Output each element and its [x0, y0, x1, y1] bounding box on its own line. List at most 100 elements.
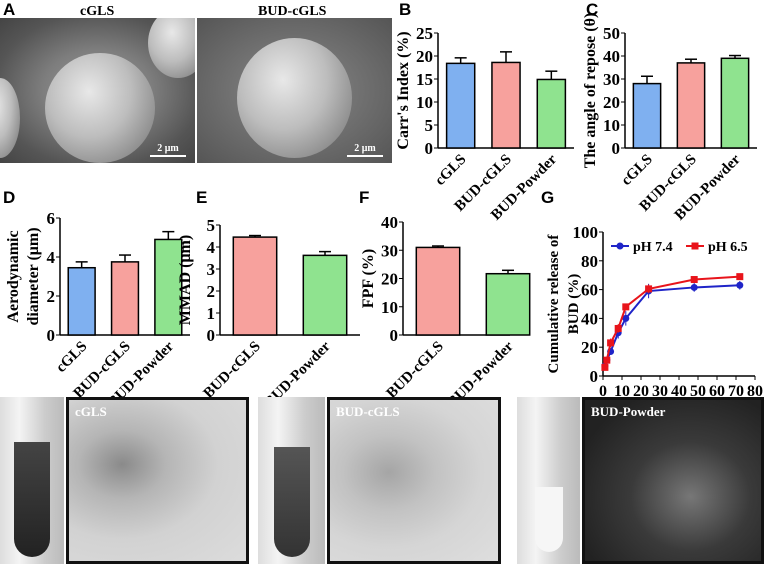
sem-image-bud-cgls: 2 μm: [197, 18, 392, 163]
tube-content: [14, 442, 50, 557]
x-tick-label: 30: [652, 383, 668, 400]
data-point: [736, 273, 744, 281]
y-tick-label: 15: [416, 70, 433, 89]
y-tick-label: 0: [47, 326, 56, 345]
y-tick-label: 3: [207, 260, 216, 279]
y-tick-label: 0: [207, 326, 216, 345]
y-tick-label: 4: [207, 238, 216, 257]
x-tick-label: 50: [690, 383, 706, 400]
x-tick-label: 20: [633, 383, 649, 400]
y-tick-label: 2: [47, 287, 56, 306]
y-tick-label: 0: [590, 367, 599, 386]
y-tick-label: 50: [603, 24, 620, 43]
panel-label-e: E: [196, 188, 208, 207]
data-point: [607, 339, 615, 347]
data-point: [614, 324, 622, 332]
panel-label-b: B: [399, 0, 412, 19]
bar-bud-powder: [536, 78, 567, 149]
x-tick-label: cGLS: [432, 152, 469, 189]
series-line: [603, 284, 740, 367]
tube-photo: [0, 397, 64, 564]
y-axis-label: FPF (%): [360, 249, 377, 308]
bar-cgls: [445, 62, 476, 149]
x-tick-label: cGLS: [619, 152, 656, 189]
x-tick-label: 0: [599, 383, 607, 400]
y-tick-label: 5: [207, 216, 216, 235]
y-tick-label: 20: [416, 47, 433, 66]
y-tick-label: 10: [603, 116, 620, 135]
data-point: [622, 303, 630, 311]
photo-title: BUD-Powder: [591, 404, 666, 419]
y-tick-label: 0: [425, 139, 434, 158]
bar-bud-powder: [302, 254, 348, 336]
data-point: [690, 283, 698, 291]
bar-cgls: [632, 82, 662, 149]
x-tick-label: 40: [671, 383, 687, 400]
data-point: [601, 363, 609, 371]
y-tick-label: 10: [416, 93, 433, 112]
image-title: cGLS: [80, 4, 115, 19]
bar-bud-cgls: [676, 62, 706, 149]
sem-image-cglsl: 2 μm: [0, 18, 195, 163]
x-tick-label: 10: [614, 383, 630, 400]
y-tick-label: 20: [581, 338, 598, 357]
particle: [0, 78, 20, 158]
y-tick-label: 4: [47, 248, 56, 267]
tube-photo: [258, 397, 325, 564]
spray-photo-bud-cgls: BUD-cGLS: [327, 397, 501, 564]
y-tick-label: 40: [581, 309, 598, 328]
spray-photo-bud-powder: BUD-Powder: [582, 397, 764, 564]
data-point: [603, 356, 611, 364]
y-tick-label: 100: [573, 223, 599, 242]
bar-cgls: [67, 266, 96, 336]
panel-label-g: G: [541, 188, 555, 207]
y-tick-label: 5: [425, 116, 434, 135]
scale-bar: 2 μm: [150, 143, 186, 157]
y-axis-label: Cumulative release of: [546, 234, 562, 374]
y-tick-label: 80: [581, 252, 598, 271]
y-tick-label: 20: [603, 93, 620, 112]
legend-label: pH 6.5: [708, 240, 748, 255]
x-tick-label: 60: [709, 383, 725, 400]
tube-content: [274, 447, 310, 557]
bar-bud-powder: [485, 272, 531, 336]
particle: [237, 38, 352, 158]
bar-bud-cgls: [415, 246, 461, 336]
data-point: [645, 285, 653, 293]
y-tick-label: 1: [207, 304, 216, 323]
bar-bud-cgls: [110, 261, 140, 336]
panel-label-f: F: [359, 188, 370, 207]
legend-marker: [616, 242, 624, 250]
data-point: [690, 276, 698, 284]
y-tick-label: 40: [381, 213, 398, 232]
y-tick-label: 30: [603, 70, 620, 89]
y-tick-label: 25: [416, 24, 433, 43]
y-tick-label: 60: [581, 281, 598, 300]
panel-label-a: A: [3, 0, 16, 19]
bar-bud-cgls: [491, 61, 521, 149]
scale-bar: 2 μm: [347, 143, 383, 157]
series-line: [603, 275, 740, 368]
y-axis-label: Carr's Index (%): [395, 31, 412, 149]
y-axis-label: MMAD (μm): [177, 235, 194, 325]
tube-content: [535, 487, 563, 552]
data-point: [622, 314, 630, 322]
photo-title: cGLS: [75, 404, 107, 419]
bar-bud-powder: [720, 57, 750, 149]
x-tick-label: BUD-Powder: [445, 338, 517, 400]
y-tick-label: 40: [603, 47, 620, 66]
legend-marker: [691, 242, 699, 250]
y-axis-label: The angle of repose (θ): [582, 13, 599, 169]
x-tick-label: BUD-cGLS: [201, 339, 264, 400]
x-tick-label: BUD-cGLS: [384, 339, 447, 400]
panel-label-c: C: [586, 0, 599, 19]
tube-photo: [517, 397, 580, 564]
spray-photo-cgls: cGLS: [66, 397, 249, 564]
x-tick-label: 70: [728, 383, 744, 400]
data-point: [736, 281, 744, 289]
panel-label-d: D: [3, 188, 16, 207]
y-tick-label: 20: [381, 270, 398, 289]
particle: [45, 53, 155, 163]
